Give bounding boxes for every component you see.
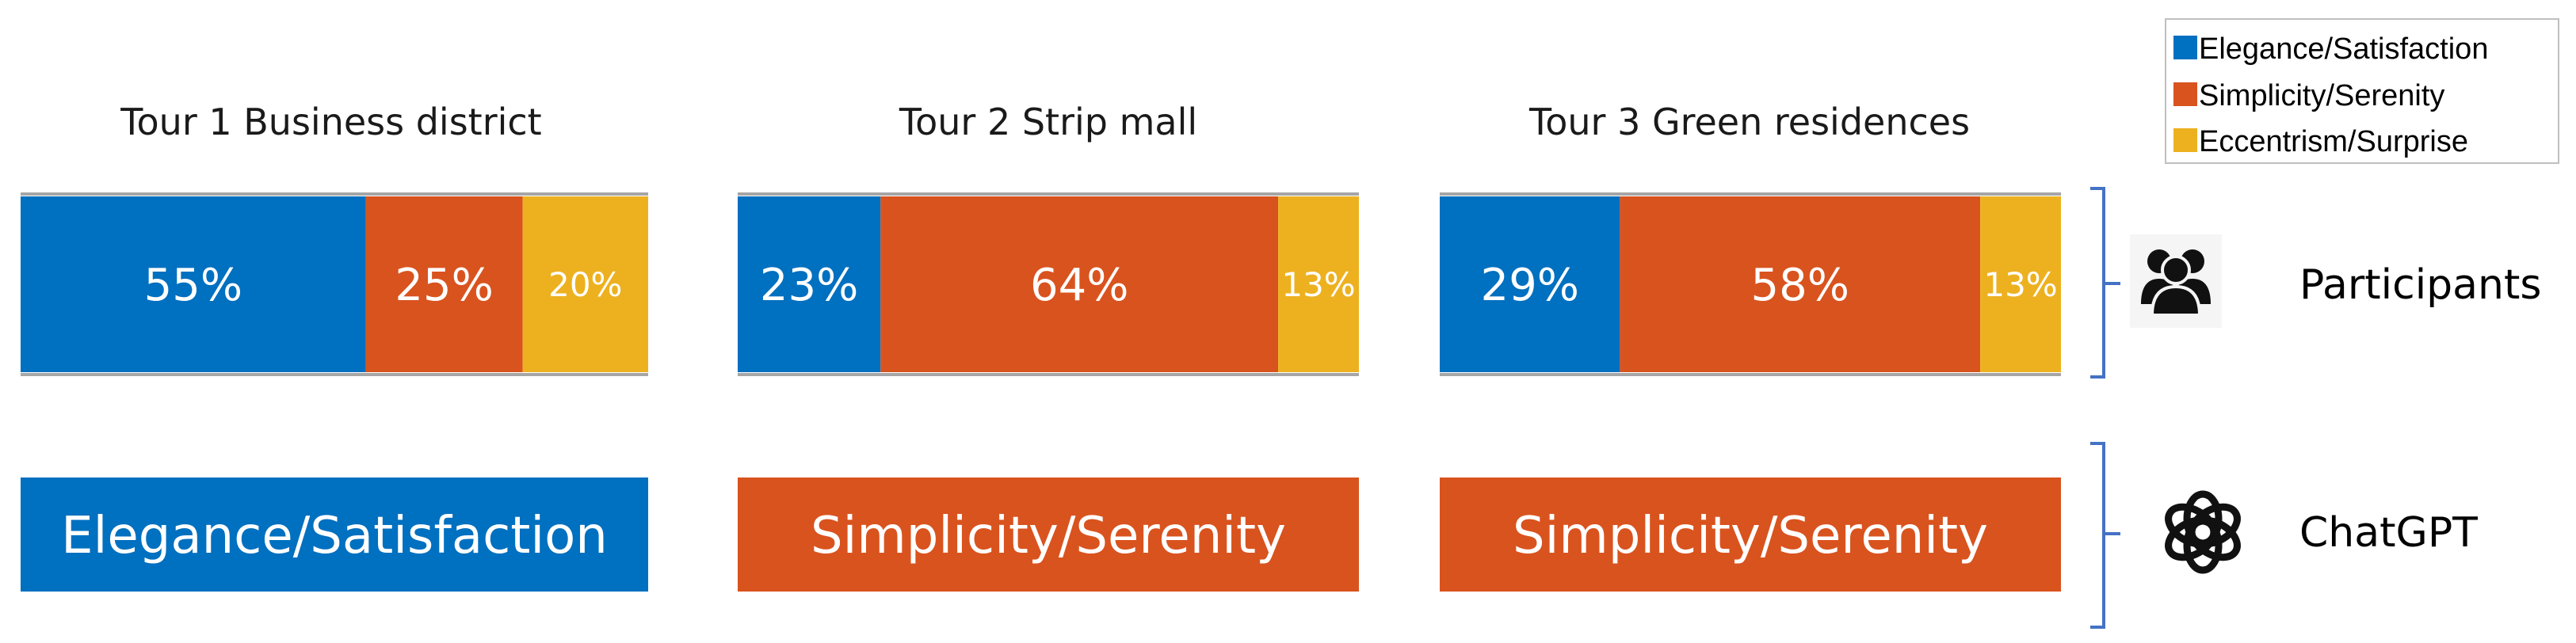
tour-1-chatgpt-bar xyxy=(21,477,648,592)
tour-1-participants-segment-simplicity xyxy=(365,196,523,372)
tour-1-participants-segment-eccentrism xyxy=(522,196,648,372)
chatgpt-bracket xyxy=(2090,442,2120,629)
tour-3-participants-label-simplicity: 58% xyxy=(1750,260,1849,311)
participants-bracket xyxy=(2090,187,2120,379)
tour-2-chatgpt-label: Simplicity/Serenity xyxy=(811,507,1286,565)
participants-label: Participants xyxy=(2299,261,2541,309)
tour-1-title: Tour 1 Business district xyxy=(120,101,541,143)
chatgpt-label: ChatGPT xyxy=(2299,509,2478,557)
tour-3-chatgpt-bar xyxy=(1440,477,2061,592)
tour-2-participants-segment-elegance xyxy=(738,196,881,372)
tour-3-participants-segment-elegance xyxy=(1440,196,1620,372)
legend-label-simplicity: Simplicity/Serenity xyxy=(2199,79,2444,112)
tour-3-participants-segment-simplicity xyxy=(1620,196,1981,372)
tour-3-participants-segment-eccentrism xyxy=(1980,196,2061,372)
legend-label-eccentrism: Eccentrism/Surprise xyxy=(2199,125,2468,158)
tour-2-participants-label-simplicity: 64% xyxy=(1030,260,1128,311)
tour-2-participants-segment-eccentrism xyxy=(1278,196,1359,372)
legend-swatch-eccentrism xyxy=(2173,128,2197,152)
tour-1-participants-label-eccentrism: 20% xyxy=(548,265,622,304)
legend-swatch-elegance xyxy=(2173,36,2197,59)
legend-label-elegance: Elegance/Satisfaction xyxy=(2199,32,2488,66)
tour-2-chatgpt-bar xyxy=(738,477,1359,592)
tour-2-title: Tour 2 Strip mall xyxy=(899,101,1197,143)
tour-3-title: Tour 3 Green residences xyxy=(1528,101,1970,143)
tour-1-participants-segment-elegance xyxy=(21,196,366,372)
people-group-icon xyxy=(2130,234,2222,328)
tour-1-participants-label-simplicity: 25% xyxy=(395,260,493,311)
tour-3-participants-label-eccentrism: 13% xyxy=(1983,265,2057,304)
legend-box xyxy=(2165,18,2559,164)
legend: Elegance/Satisfaction Simplicity/Serenit… xyxy=(2165,18,2559,164)
legend-swatch-simplicity xyxy=(2173,82,2197,106)
tour-2-participants-segment-simplicity xyxy=(880,196,1279,372)
tour-1-participants-label-elegance: 55% xyxy=(144,260,242,311)
bars-layer: 55% 25% 20% Elegance/Satisfaction 23% 64% 13% S… xyxy=(21,192,2061,592)
tour-3-participants-label-elegance: 29% xyxy=(1480,260,1578,311)
tour-2-participants-label-eccentrism: 13% xyxy=(1281,265,1355,304)
openai-logo-icon xyxy=(2165,490,2241,574)
tour-2-participants-label-elegance: 23% xyxy=(760,260,858,311)
tour-1-chatgpt-label: Elegance/Satisfaction xyxy=(61,507,608,565)
tour-3-chatgpt-label: Simplicity/Serenity xyxy=(1513,507,1988,565)
